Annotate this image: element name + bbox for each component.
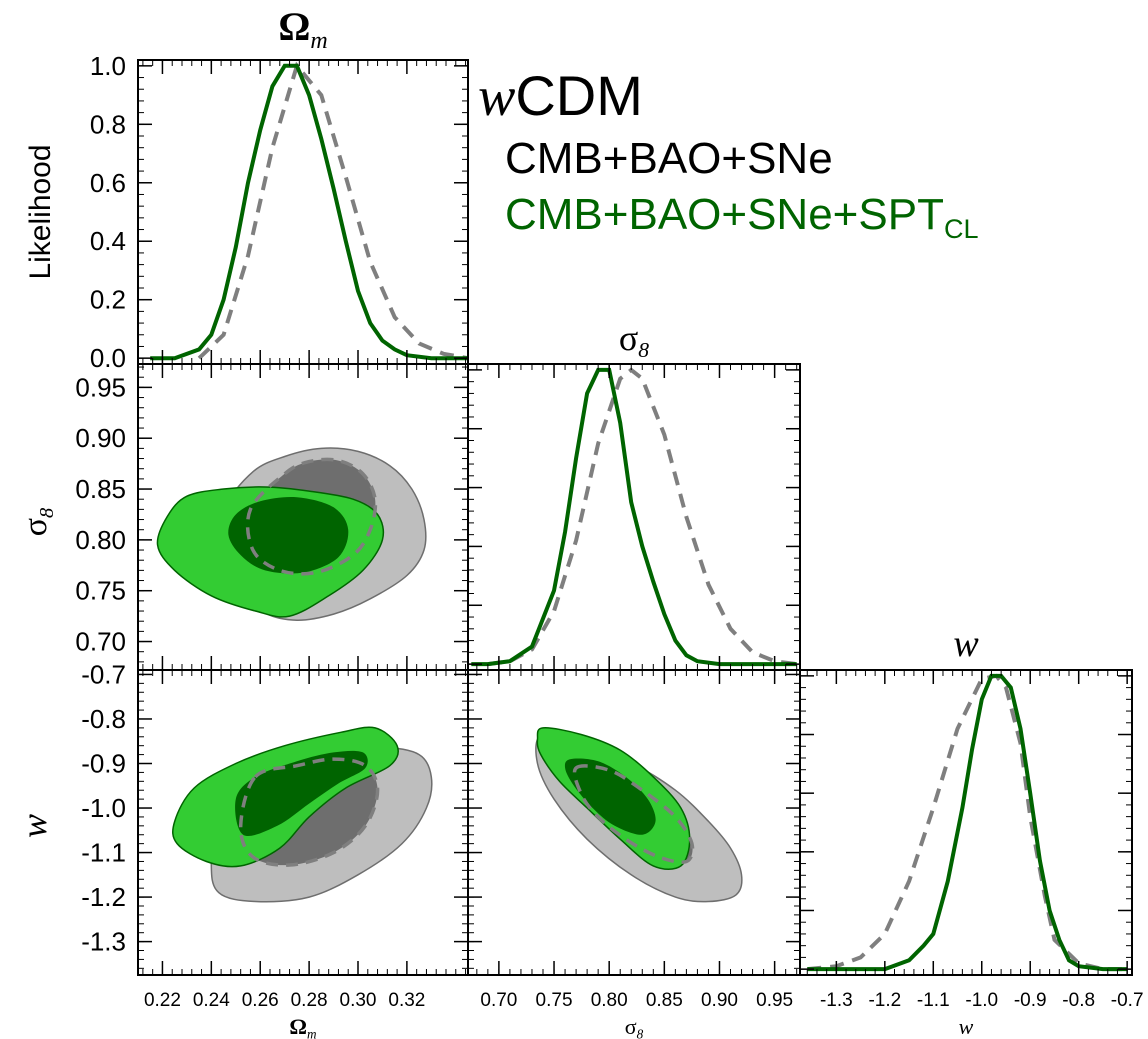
x-tick-label-0: 0.24	[193, 990, 230, 1011]
x-tick-label-2: -1.0	[965, 990, 998, 1011]
likelihood-tick-label: 1.0	[90, 51, 126, 81]
y-axis-label-sigma-8: σ8	[17, 508, 58, 537]
likelihood-tick-label: 0.8	[90, 109, 126, 139]
panel-ticks	[138, 60, 468, 364]
x-tick-label-0: 0.28	[291, 990, 328, 1011]
marginal-title-omega-m: Ωm	[278, 4, 327, 54]
likelihood-tick-label: 0.2	[90, 285, 126, 315]
marginal-reference-curve	[197, 61, 468, 361]
y-tick-label-1: 0.70	[75, 627, 126, 657]
legend-entry-reference: CMB+BAO+SNe	[505, 134, 833, 183]
y-tick-label-1: 0.80	[75, 525, 126, 555]
y-tick-label-2: -0.7	[81, 659, 126, 689]
marginal-reference-curve	[487, 367, 797, 667]
x-tick-label-1: 0.95	[756, 990, 793, 1011]
x-tick-label-1: 0.70	[480, 990, 517, 1011]
y-tick-label-1: 0.85	[75, 474, 126, 504]
x-tick-label-0: 0.22	[144, 990, 181, 1011]
y-tick-label-1: 0.95	[75, 372, 126, 402]
reference-68-dashed-outline	[572, 764, 695, 864]
y-tick-label-2: -1.2	[81, 882, 126, 912]
y-tick-label-1: 0.90	[75, 423, 126, 453]
y-axis-label-w: w	[14, 814, 54, 838]
x-axis-label-sigma-8: σ8	[625, 1014, 644, 1039]
marginal-2	[471, 367, 797, 667]
y-tick-label-1: 0.75	[75, 576, 126, 606]
main-68-contour	[228, 496, 349, 574]
likelihood-axis-label: Likelihood	[24, 144, 57, 279]
y-tick-label-2: -0.9	[81, 749, 126, 779]
x-axis-label-omega-m: Ωm	[289, 1014, 316, 1039]
reference-68-dashed-outline	[238, 757, 380, 867]
x-tick-label-2: -0.9	[1014, 990, 1047, 1011]
x-tick-label-1: 0.90	[701, 990, 738, 1011]
y-tick-label-2: -1.3	[81, 927, 126, 957]
contour-frame	[467, 669, 801, 976]
y-tick-label-2: -1.1	[81, 838, 126, 868]
x-tick-label-2: -0.7	[1111, 990, 1144, 1011]
likelihood-tick-label: 0.0	[90, 343, 126, 373]
x-tick-label-2: -1.3	[820, 990, 853, 1011]
reference-68-dashed-outline	[245, 457, 378, 576]
marginal-3	[807, 673, 1128, 972]
marginal-main-curve	[150, 63, 468, 361]
x-tick-label-0: 0.30	[340, 990, 377, 1011]
x-tick-label-1: 0.80	[591, 990, 628, 1011]
contour-panel-1	[156, 447, 427, 621]
marginal-title-w: w	[953, 623, 979, 665]
x-axis-label-w: w	[959, 1014, 974, 1039]
main-68-contour	[564, 758, 656, 835]
y-tick-label-2: -1.0	[81, 793, 126, 823]
x-tick-label-2: -1.2	[868, 990, 901, 1011]
marginal-1	[150, 61, 468, 361]
main-68-contour	[235, 750, 368, 837]
y-tick-label-2: -0.8	[81, 704, 126, 734]
x-tick-label-2: -1.1	[917, 990, 950, 1011]
marginal-main-curve	[807, 673, 1128, 972]
legend-model-title: wCDM	[478, 64, 643, 128]
likelihood-tick-label: 0.4	[90, 226, 126, 256]
x-tick-label-1: 0.75	[536, 990, 573, 1011]
contour-panel-2	[172, 726, 433, 903]
marginal-frame	[137, 59, 469, 365]
marginal-title-sigma-8: σ8	[619, 318, 649, 362]
x-tick-label-2: -0.8	[1062, 990, 1095, 1011]
x-tick-label-1: 0.85	[646, 990, 683, 1011]
marginal-main-curve	[471, 367, 797, 667]
marginal-reference-curve	[807, 673, 1128, 972]
contour-panel-3	[535, 727, 743, 903]
likelihood-tick-label: 0.6	[90, 168, 126, 198]
x-tick-label-0: 0.26	[242, 990, 279, 1011]
x-tick-label-0: 0.32	[388, 990, 425, 1011]
legend-entry-main: CMB+BAO+SNe+SPTCL	[505, 190, 978, 244]
